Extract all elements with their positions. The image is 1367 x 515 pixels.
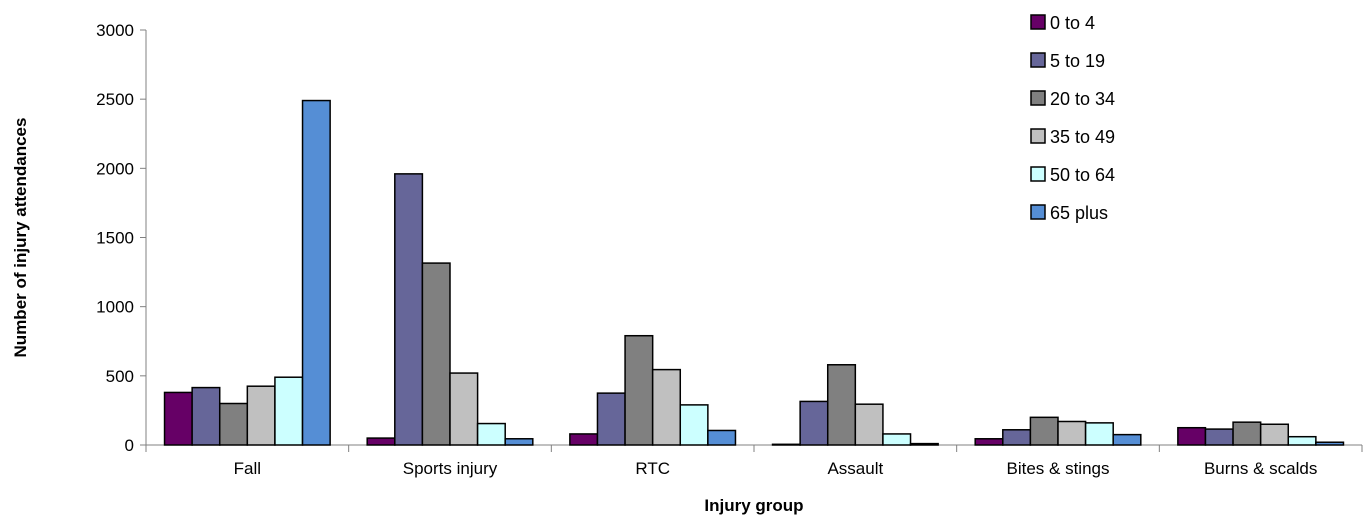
legend-swatch bbox=[1030, 14, 1046, 30]
bar-35-to-49 bbox=[651, 368, 682, 446]
bar-35-to-49 bbox=[449, 372, 479, 446]
y-tick-label: 1000 bbox=[96, 298, 134, 317]
bar-0-to-4 bbox=[163, 391, 193, 446]
bar-65-plus bbox=[909, 442, 939, 446]
bar-5-to-19 bbox=[799, 400, 829, 446]
legend-swatch bbox=[1030, 166, 1046, 182]
bar-0-to-4 bbox=[569, 433, 599, 446]
bar-50-to-64 bbox=[882, 433, 912, 446]
bar-20-to-34 bbox=[218, 402, 249, 446]
y-tick-label: 500 bbox=[106, 367, 134, 386]
legend: 0 to 4 5 to 19 20 to 34 35 to 49 50 to 64 65 … bbox=[1030, 13, 1115, 223]
y-tick-label: 0 bbox=[125, 436, 134, 455]
bars bbox=[163, 99, 1345, 446]
y-tick-label: 3000 bbox=[96, 21, 134, 40]
category-labels: Fall Sports injury RTC Assault Bites & sting… bbox=[234, 459, 1318, 478]
bar-5-to-19 bbox=[1002, 429, 1032, 446]
bar-0-to-4 bbox=[771, 443, 801, 446]
bar-5-to-19 bbox=[394, 173, 424, 446]
legend-label: 0 to 4 bbox=[1050, 13, 1095, 33]
legend-label: 50 to 64 bbox=[1050, 165, 1115, 185]
legend-label: 20 to 34 bbox=[1050, 89, 1115, 109]
bar-65-plus bbox=[1315, 441, 1345, 446]
y-ticks: 0 500 1000 1500 2000 2500 3000 bbox=[96, 21, 146, 455]
bar-50-to-64 bbox=[679, 404, 709, 446]
category-label: Burns & scalds bbox=[1204, 459, 1317, 478]
y-tick-label: 2500 bbox=[96, 90, 134, 109]
bar-5-to-19 bbox=[596, 392, 626, 446]
y-axis-title: Number of injury attendances bbox=[11, 118, 30, 358]
bar-0-to-4 bbox=[366, 437, 396, 446]
bar-65-plus bbox=[1112, 433, 1142, 446]
bar-20-to-34 bbox=[1029, 416, 1059, 446]
y-tick-label: 1500 bbox=[96, 229, 134, 248]
bar-0-to-4 bbox=[1177, 426, 1207, 446]
category-label: RTC bbox=[635, 459, 670, 478]
bar-35-to-49 bbox=[246, 385, 276, 446]
category-label: Fall bbox=[234, 459, 261, 478]
category-label: Bites & stings bbox=[1007, 459, 1110, 478]
bar-0-to-4 bbox=[974, 438, 1004, 446]
bar-20-to-34 bbox=[421, 262, 451, 446]
bar-35-to-49 bbox=[854, 403, 884, 446]
x-axis-title: Injury group bbox=[704, 496, 803, 515]
y-tick-label: 2000 bbox=[96, 159, 134, 178]
bar-5-to-19 bbox=[191, 386, 221, 446]
bar-5-to-19 bbox=[1204, 428, 1234, 446]
bar-65-plus bbox=[707, 429, 737, 446]
bar-50-to-64 bbox=[476, 422, 506, 446]
category-label: Sports injury bbox=[403, 459, 498, 478]
bar-20-to-34 bbox=[826, 364, 857, 446]
x-ticks bbox=[145, 445, 1363, 452]
bar-35-to-49 bbox=[1259, 423, 1290, 446]
legend-label: 5 to 19 bbox=[1050, 51, 1105, 71]
bar-50-to-64 bbox=[1287, 435, 1317, 446]
legend-label: 65 plus bbox=[1050, 203, 1108, 223]
bar-20-to-34 bbox=[1232, 421, 1262, 446]
bar-20-to-34 bbox=[624, 334, 654, 446]
bar-65-plus bbox=[504, 438, 534, 446]
bar-50-to-64 bbox=[1084, 422, 1114, 446]
category-label: Assault bbox=[827, 459, 883, 478]
bar-50-to-64 bbox=[274, 376, 304, 446]
legend-label: 35 to 49 bbox=[1050, 127, 1115, 147]
bar-35-to-49 bbox=[1057, 420, 1087, 446]
legend-swatch bbox=[1030, 128, 1046, 144]
legend-swatch bbox=[1030, 90, 1046, 106]
bar-65-plus bbox=[301, 99, 331, 446]
legend-swatch bbox=[1030, 52, 1046, 68]
legend-swatch bbox=[1030, 204, 1046, 220]
